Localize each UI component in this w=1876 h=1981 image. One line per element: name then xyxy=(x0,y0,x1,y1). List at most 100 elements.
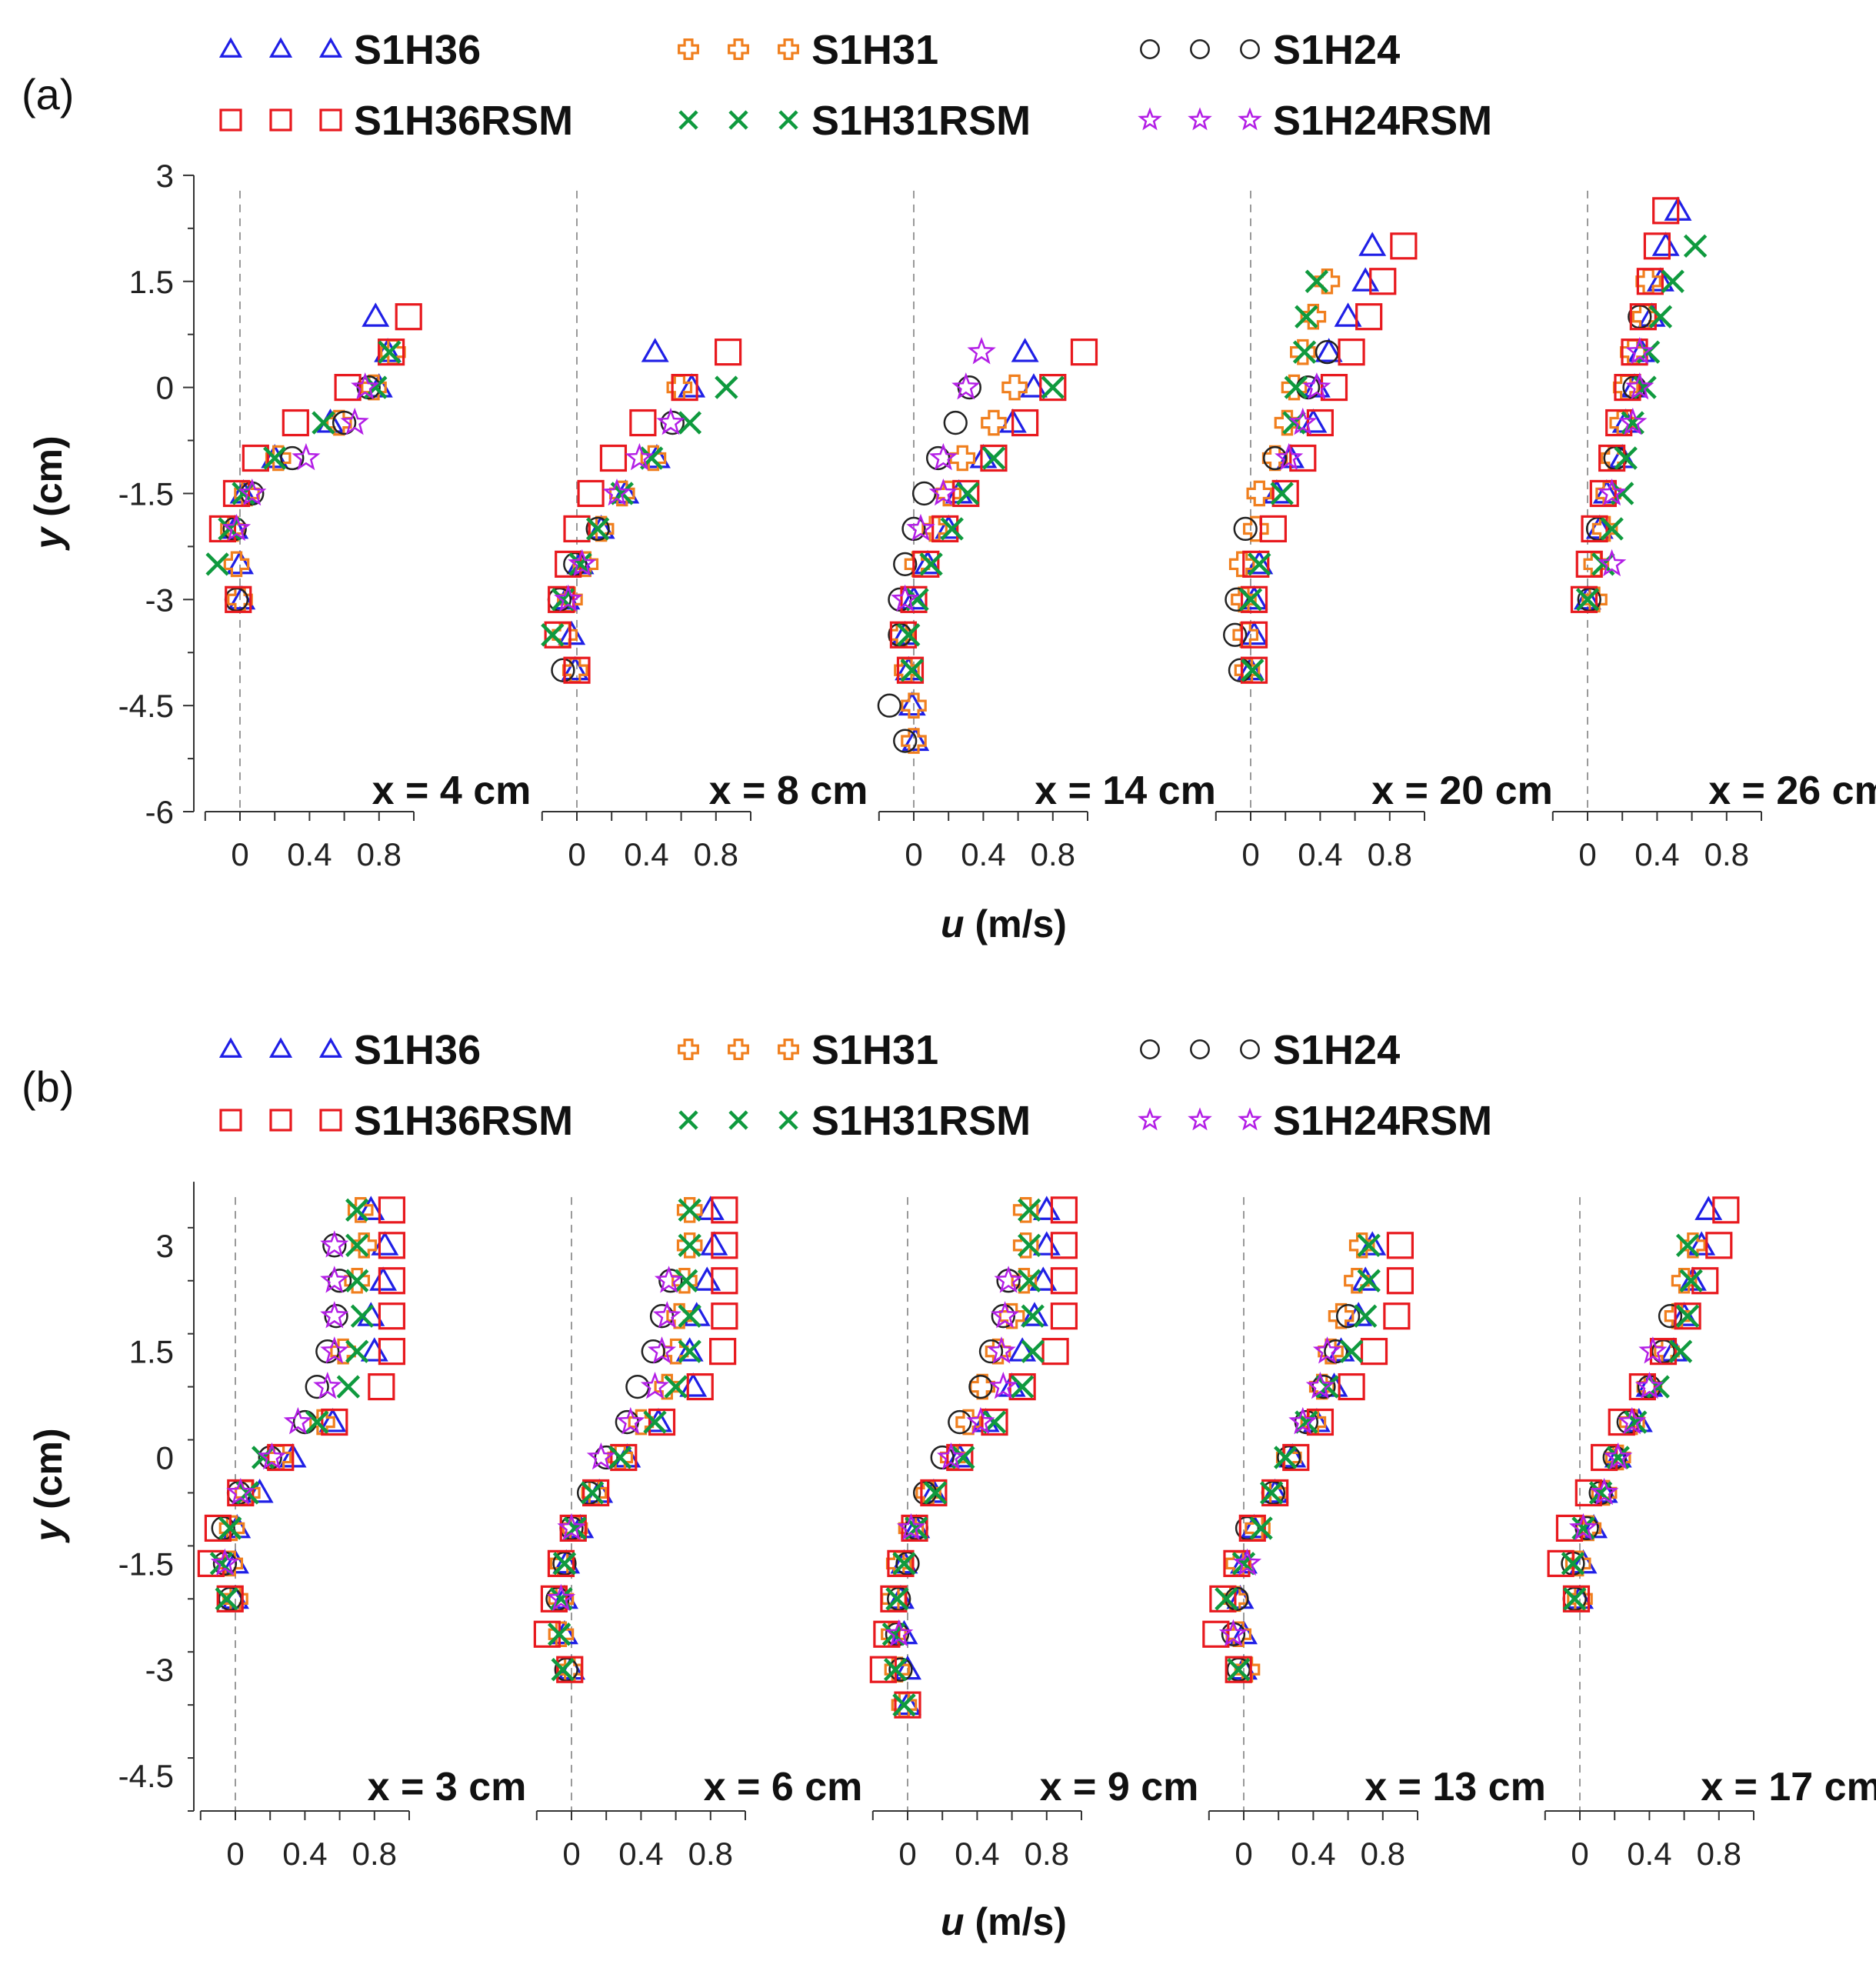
series-s1h31rsm xyxy=(1215,1233,1381,1682)
data-point-s1h24rsm xyxy=(546,1583,576,1612)
data-point-s1h36rsm xyxy=(1674,1302,1701,1330)
data-point-s1h36rsm xyxy=(894,1691,921,1719)
legend-marker-plus xyxy=(678,38,699,60)
series-s1h36 xyxy=(551,1196,728,1680)
data-point-s1h36rsm xyxy=(378,1302,405,1330)
series-s1h31 xyxy=(217,1197,378,1612)
data-point-s1h24rsm xyxy=(1312,1336,1342,1364)
data-point-s1h36rsm xyxy=(1628,1372,1656,1401)
series-s1h31rsm xyxy=(1575,234,1708,612)
data-point-s1h31rsm xyxy=(905,588,929,612)
legend-panel-a: S1H36 S1H31 S1H24 S1H36RSM S1H31RSM S1H24RSM xyxy=(218,27,1492,144)
data-point-s1h31rsm xyxy=(350,1304,375,1328)
legend-marker-x xyxy=(678,110,698,130)
data-point-s1h36rsm xyxy=(887,1549,915,1577)
data-point-s1h31rsm xyxy=(305,1410,329,1434)
data-point-s1h36 xyxy=(561,655,589,681)
data-point-s1h36rsm xyxy=(556,1656,584,1683)
data-point-s1h31rsm xyxy=(568,552,592,576)
data-point-s1h31rsm xyxy=(923,1481,948,1505)
data-point-s1h24 xyxy=(305,1374,329,1399)
data-point-s1h36rsm xyxy=(1223,1549,1251,1577)
legend-marker-circle xyxy=(1140,39,1160,59)
data-point-s1h31rsm xyxy=(1270,482,1294,505)
data-point-s1h36 xyxy=(1694,1196,1723,1220)
data-point-s1h36rsm xyxy=(1202,1620,1230,1648)
data-point-s1h36 xyxy=(700,1231,728,1256)
x-tick-label: 0.4 xyxy=(1298,836,1342,872)
legend-item-s1h36: S1H36 xyxy=(218,27,481,73)
data-point-s1h31rsm xyxy=(639,446,664,470)
data-point-s1h36rsm xyxy=(563,515,591,543)
data-point-s1h31rsm xyxy=(1041,375,1065,399)
subplot-x-4-cm: 0 0.4 0.8 x = 4 cm xyxy=(204,190,531,872)
legend-marker-triangle xyxy=(268,37,293,58)
data-point-s1h36rsm xyxy=(1652,197,1680,225)
data-point-s1h24 xyxy=(978,1339,1004,1364)
subplot-label: x = 13 cm xyxy=(1365,1765,1546,1809)
legend-label: S1H36 xyxy=(354,1027,481,1073)
series-s1h31 xyxy=(1228,268,1341,683)
data-point-s1h36 xyxy=(675,1337,704,1362)
legend-marker-x xyxy=(778,110,798,130)
subplot-label: x = 14 cm xyxy=(1035,769,1216,813)
data-point-s1h24rsm xyxy=(951,372,981,400)
data-point-s1h31rsm xyxy=(547,1622,571,1646)
data-point-s1h36rsm xyxy=(225,585,252,613)
legend-label: S1H36RSM xyxy=(354,98,573,144)
series-s1h31rsm xyxy=(541,375,738,647)
data-point-s1h31rsm xyxy=(885,1587,909,1611)
data-point-s1h24rsm xyxy=(557,1512,586,1541)
subplot-label: x = 6 cm xyxy=(704,1765,863,1809)
legend-item-s1h24: S1H24 xyxy=(1140,27,1400,73)
x-tick-label: 0 xyxy=(1571,1836,1588,1872)
legend-panel-b: S1H36 S1H31 S1H24 S1H36RSM S1H31RSM S1H24RSM xyxy=(218,1027,1492,1144)
series-s1h24rsm xyxy=(885,1266,1023,1647)
y-axis-label-unit: (cm) xyxy=(27,435,70,527)
legend-marker-circle xyxy=(1140,1039,1160,1059)
data-point-s1h36rsm xyxy=(208,515,236,543)
data-point-s1h36rsm xyxy=(873,1620,901,1648)
data-point-s1h31rsm xyxy=(1215,1587,1238,1611)
data-point-s1h31rsm xyxy=(1561,1552,1585,1576)
data-point-s1h24rsm xyxy=(320,1336,349,1364)
data-point-s1h24rsm xyxy=(1590,1477,1619,1506)
legend-label: S1H31 xyxy=(811,1027,938,1073)
data-point-s1h31 xyxy=(223,551,250,578)
data-point-s1h31rsm xyxy=(1339,1339,1364,1363)
data-point-s1h36rsm xyxy=(1240,585,1268,613)
data-point-s1h36rsm xyxy=(880,1585,908,1612)
x-tick-label: 0.4 xyxy=(961,836,1005,872)
data-point-s1h36rsm xyxy=(711,1267,738,1295)
data-point-s1h31 xyxy=(1246,480,1273,507)
data-point-s1h31 xyxy=(628,1409,655,1436)
data-point-s1h36rsm xyxy=(378,1338,405,1366)
x-tick-label: 0 xyxy=(905,836,922,872)
data-point-s1h31rsm xyxy=(892,1693,916,1717)
data-point-s1h24rsm xyxy=(656,407,685,435)
data-point-s1h36rsm xyxy=(709,1338,737,1366)
legend-item-s1h36: S1H36 xyxy=(218,1027,481,1073)
data-point-s1h24 xyxy=(893,552,918,576)
data-point-s1h36rsm xyxy=(1209,1585,1237,1612)
data-point-s1h36rsm xyxy=(599,444,628,472)
data-point-s1h36rsm xyxy=(1338,1372,1365,1401)
x-axis-label-var: u xyxy=(941,902,965,945)
data-point-s1h31rsm xyxy=(1284,375,1308,399)
data-point-s1h31rsm xyxy=(900,659,924,682)
data-point-s1h36 xyxy=(693,1266,721,1291)
data-point-s1h36rsm xyxy=(1547,1549,1574,1577)
data-point-s1h31 xyxy=(220,515,246,542)
data-point-s1h24 xyxy=(1223,622,1248,647)
subplot-x-6-cm: 0 0.4 0.8 x = 6 cm xyxy=(533,1196,863,1872)
data-point-s1h24 xyxy=(968,1374,993,1399)
data-point-s1h31 xyxy=(985,1338,1011,1365)
subplot-label: x = 20 cm xyxy=(1371,769,1553,813)
data-point-s1h24rsm xyxy=(990,1301,1020,1329)
data-point-s1h24rsm xyxy=(616,1406,645,1435)
data-point-s1h24rsm xyxy=(222,513,252,542)
data-point-s1h36rsm xyxy=(1050,1267,1078,1295)
legend-marker-plus xyxy=(728,38,749,60)
data-point-s1h31rsm xyxy=(608,1446,632,1469)
